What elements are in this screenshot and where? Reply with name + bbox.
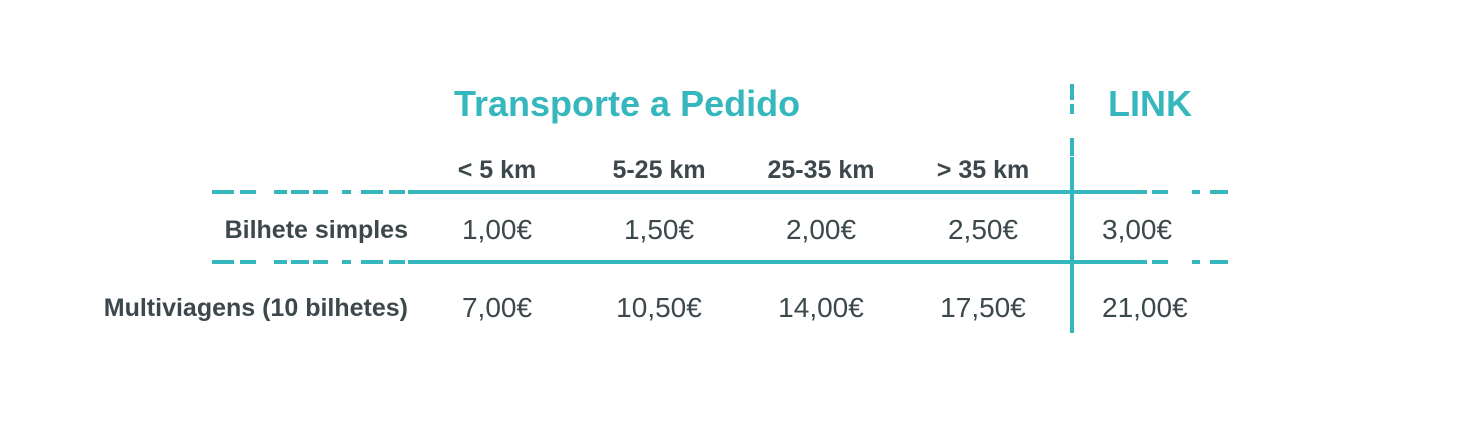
- price-cell: 2,00€: [785, 214, 857, 245]
- row-label-multiviagens: Multiviagens (10 bilhetes): [103, 294, 408, 322]
- link-price-cell: 21,00€: [1102, 292, 1188, 323]
- link-column-title: LINK: [1108, 83, 1192, 124]
- price-cell: 17,50€: [940, 292, 1026, 323]
- price-cell: 1,00€: [461, 214, 533, 245]
- link-price-cell: 3,00€: [1102, 214, 1173, 245]
- distance-header-over-35km: > 35 km: [936, 156, 1030, 184]
- price-cell: 2,50€: [947, 214, 1019, 245]
- distance-header-5-25km: 5-25 km: [612, 156, 706, 184]
- distance-header-25-35km: 25-35 km: [767, 156, 875, 184]
- distance-header-under-5km: < 5 km: [457, 156, 537, 184]
- group-title: Transporte a Pedido: [454, 83, 801, 124]
- price-cell: 14,00€: [778, 292, 864, 323]
- price-cell: 10,50€: [616, 292, 702, 323]
- price-cell: 7,00€: [461, 292, 533, 323]
- price-cell: 1,50€: [623, 214, 695, 245]
- row-label-bilhete-simples: Bilhete simples: [224, 216, 408, 244]
